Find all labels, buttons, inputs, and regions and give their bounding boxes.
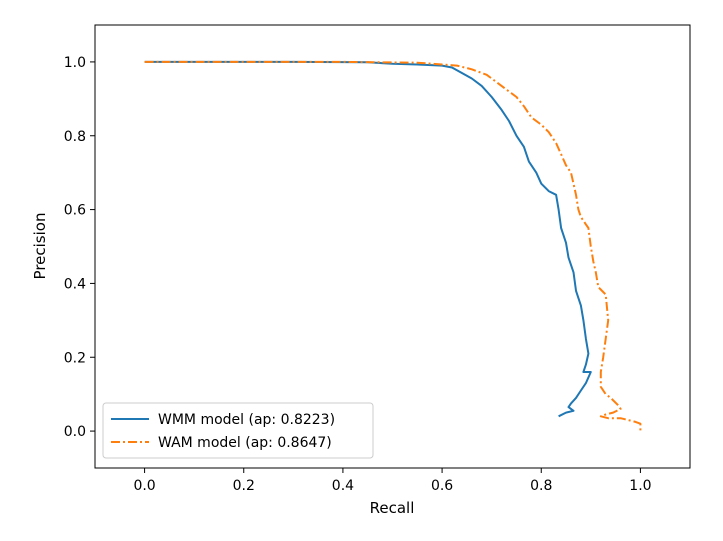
x-tick-label: 0.0	[133, 478, 155, 494]
y-tick-label: 0.4	[64, 276, 86, 292]
x-tick-label: 0.8	[530, 478, 552, 494]
legend: WMM model (ap: 0.8223) WAM model (ap: 0.8…	[102, 402, 374, 459]
y-tick-label: 0.2	[64, 350, 86, 366]
x-tick-label: 0.6	[431, 478, 453, 494]
plot-area: 0.0 0.2 0.4 0.6 0.8 1.0 0.0 0.2 0.4 0.6 0.8 1.0	[64, 24, 691, 494]
x-tick-label: 0.4	[332, 478, 354, 494]
legend-label-1: WMM model (ap: 0.8223)	[158, 412, 335, 428]
series-line-1	[144, 60, 592, 418]
y-tick-label: 1.0	[64, 55, 86, 71]
y-tick-label: 0.6	[64, 203, 86, 219]
y-tick-label: 0.0	[64, 424, 86, 440]
legend-box	[102, 402, 374, 459]
series-line-2	[144, 60, 642, 432]
y-axis-label: Precision	[31, 213, 49, 280]
y-tick-label: 0.8	[64, 129, 86, 145]
x-tick-label: 1.0	[629, 478, 651, 494]
x-axis-label: Recall	[370, 499, 415, 517]
plot-frame	[94, 24, 691, 469]
legend-label-2: WAM model (ap: 0.8647)	[158, 435, 332, 451]
x-tick-label: 0.2	[233, 478, 255, 494]
